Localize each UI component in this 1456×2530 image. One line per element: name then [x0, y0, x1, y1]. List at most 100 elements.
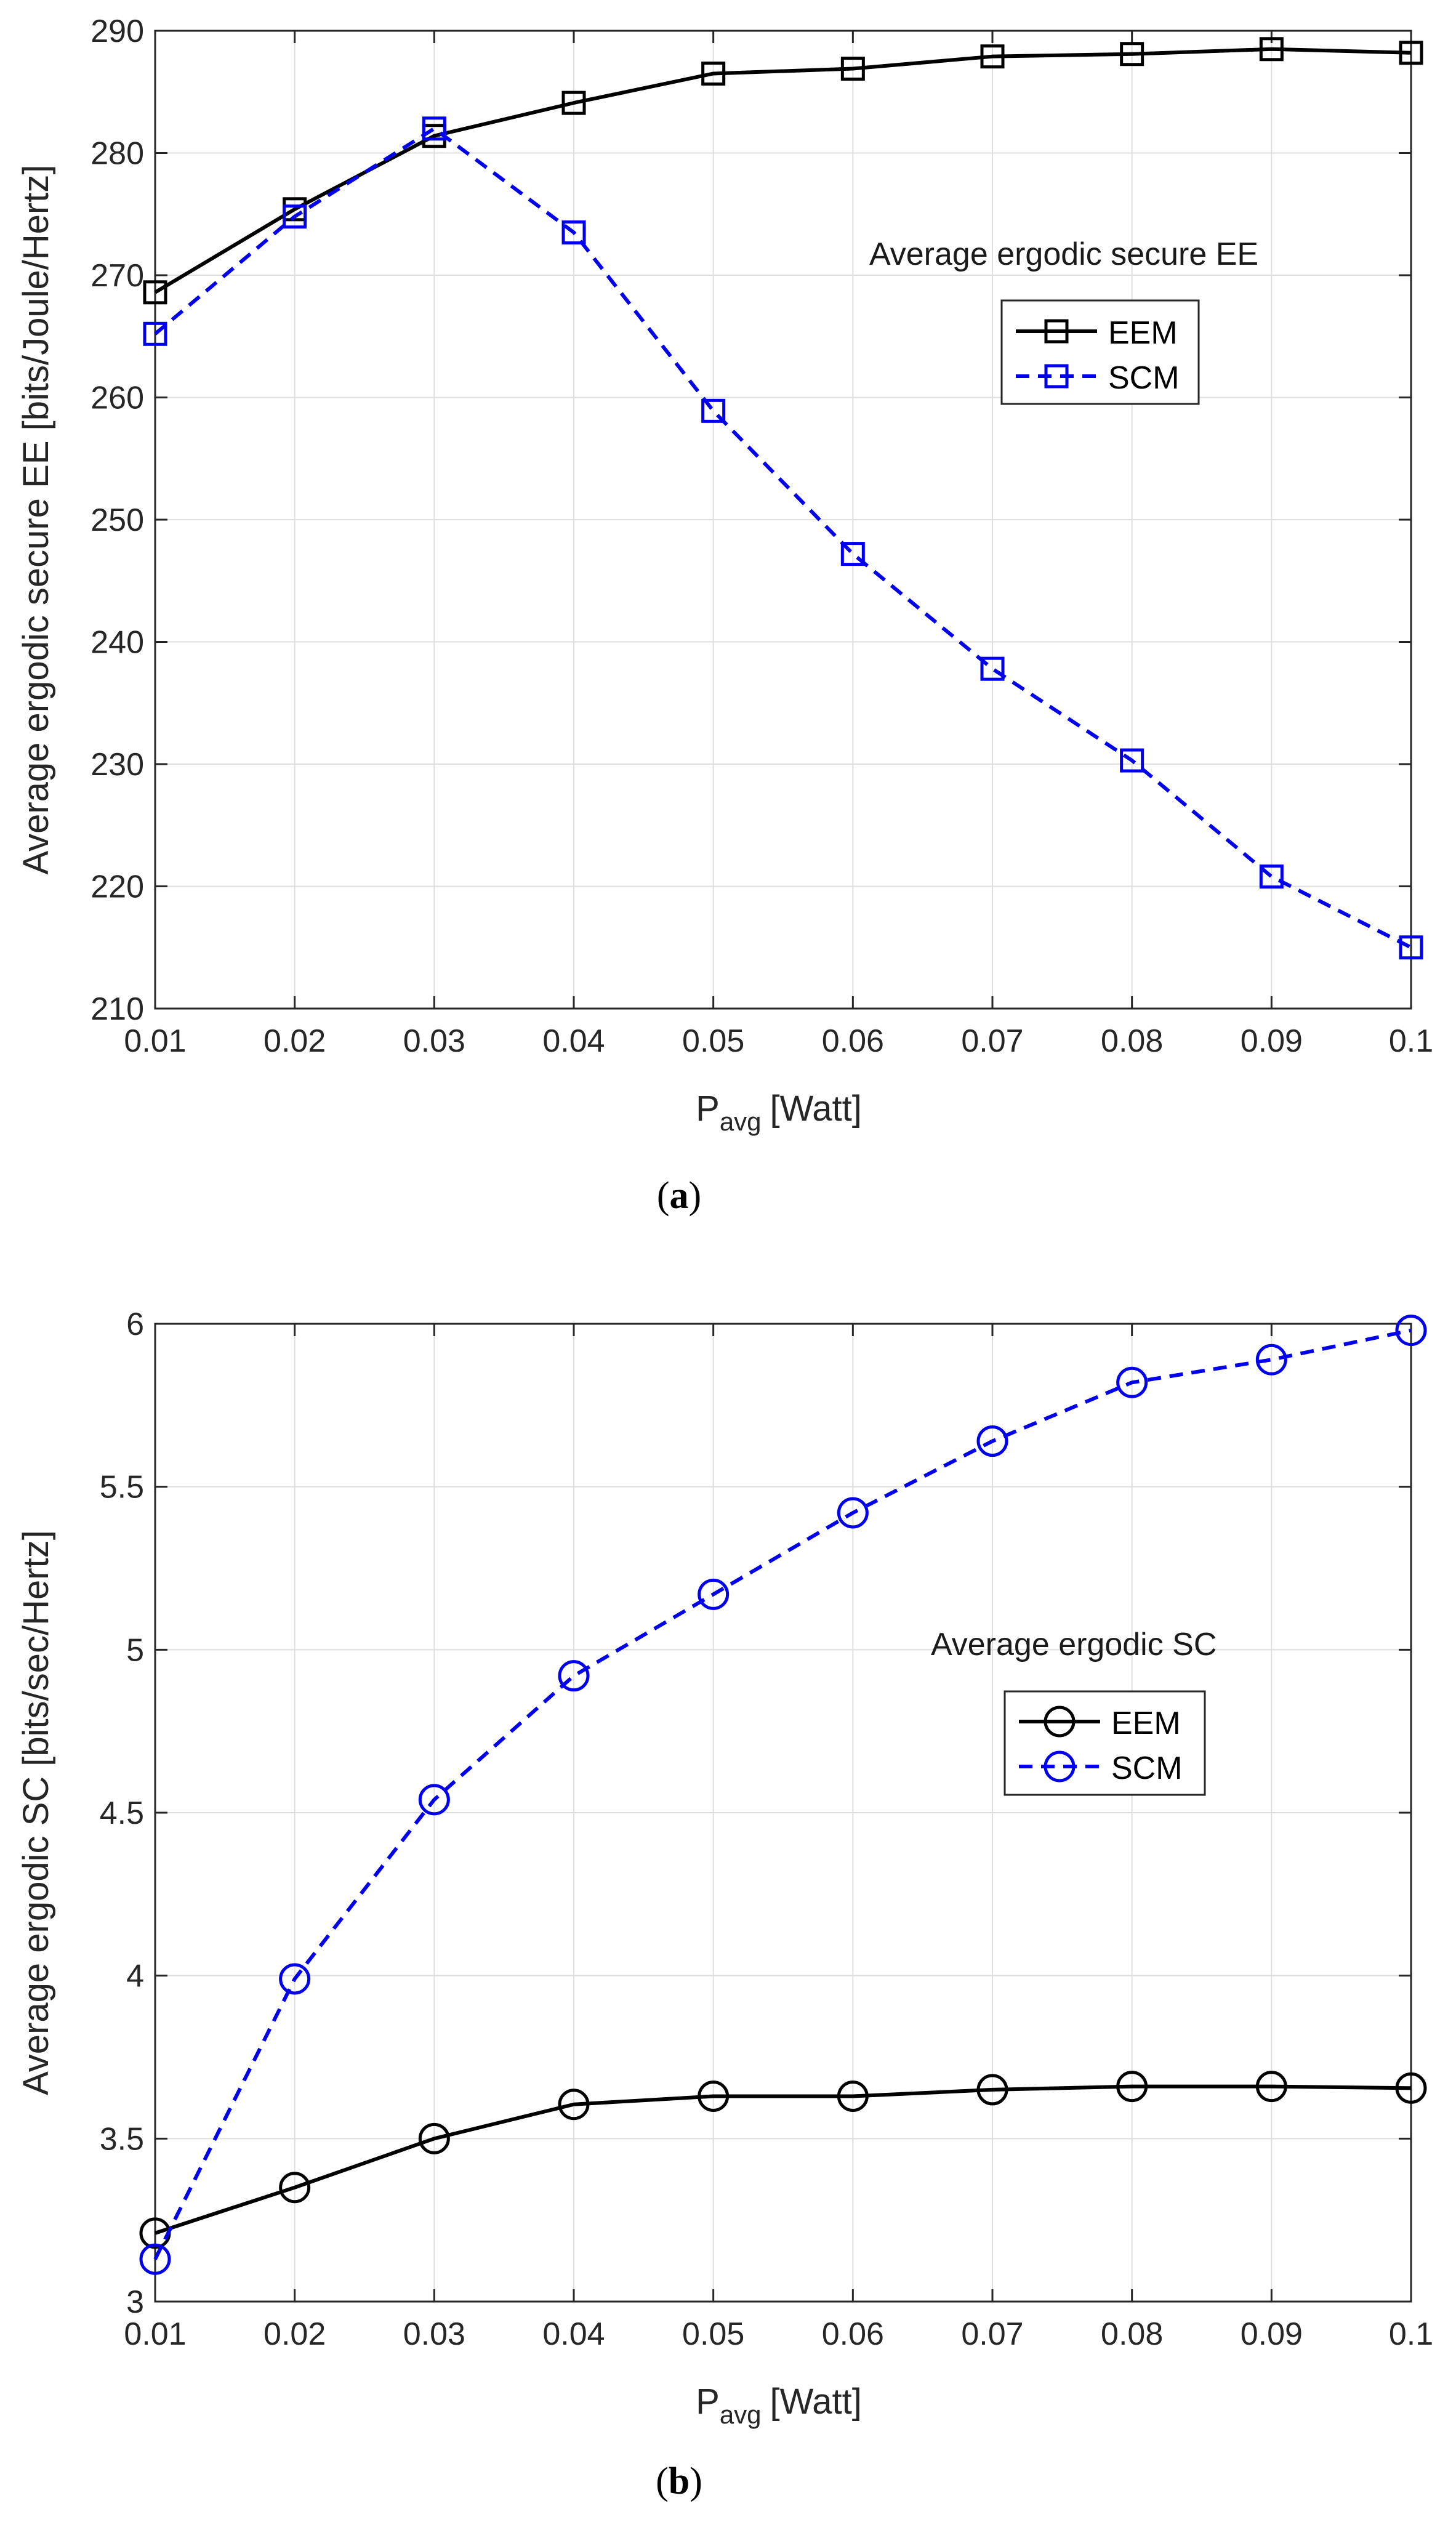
chart-b-point-scm: [279, 1963, 311, 1995]
chart-b-point-eem: [1395, 2072, 1427, 2104]
chart-a-xtick-label: 0.02: [263, 1023, 326, 1059]
caption-a-close: ): [689, 1175, 702, 1217]
chart-a-series-scm-line: [154, 126, 1412, 949]
chart-a-point-eem: [701, 61, 726, 86]
chart-a-point-scm: [1259, 864, 1284, 889]
chart-b-point-eem: [279, 2172, 311, 2204]
legend-b: EEM SCM: [1004, 1690, 1206, 1796]
xlabel-b: Pavg [Watt]: [696, 2382, 862, 2429]
chart-a-point-scm: [283, 204, 307, 229]
legend-a-scm-marker: [1044, 364, 1069, 389]
chart-a-point-scm: [143, 321, 167, 346]
legend-b-scm-label: SCM: [1111, 1750, 1183, 1786]
chart-b-point-scm: [976, 1425, 1008, 1457]
chart-a-point-scm: [701, 398, 726, 423]
chart-b-ytick-label: 5.5: [100, 1470, 144, 1505]
chart-a-ytick-label: 210: [90, 991, 144, 1027]
chart-a-point-eem: [1399, 41, 1423, 65]
caption-a: (a): [657, 1175, 701, 1217]
chart-b-series-eem-line: [155, 2084, 1412, 2235]
chart-b-point-scm: [1116, 1366, 1148, 1398]
chart-b-ytick-label: 6: [126, 1307, 144, 1342]
chart-b-point-eem: [1255, 2071, 1287, 2103]
chart-a-point-eem: [1259, 37, 1284, 62]
chart-b-xtick-label: 0.08: [1101, 2316, 1163, 2352]
chart-b-point-eem: [1116, 2071, 1148, 2103]
ylabel-a: Average ergodic secure EE [bits/Joule/He…: [16, 164, 56, 874]
legend-a-eem-label: EEM: [1108, 315, 1178, 351]
chart-a-xtick-label: 0.08: [1101, 1023, 1163, 1059]
chart-a-point-scm: [422, 116, 446, 141]
chart-a-ytick-label: 230: [90, 747, 144, 783]
chart-b-point-eem: [698, 2081, 730, 2113]
chart-a-ytick-label: 270: [90, 258, 144, 294]
chart-b-xtick-label: 0.09: [1241, 2316, 1303, 2352]
chart-a-ytick-label: 290: [90, 14, 144, 49]
xlabel-a-main: P: [696, 1089, 720, 1129]
chart-b-point-scm: [1395, 1315, 1427, 1347]
chart-a-xtick-label: 0.06: [822, 1023, 884, 1059]
xlabel-b-sub: avg: [720, 2400, 762, 2429]
chart-a-ytick-label: 240: [90, 625, 144, 661]
chart-b-point-scm: [139, 2243, 171, 2275]
chart-b-xtick-label: 0.1: [1389, 2316, 1433, 2352]
chart-b-point-scm: [698, 1578, 730, 1610]
legend-b-eem-label: EEM: [1111, 1706, 1181, 1741]
legend-a-box: [1000, 299, 1200, 405]
chart-a-series-eem-line: [154, 47, 1412, 294]
annotation-a: Average ergodic secure EE: [869, 236, 1258, 272]
annotation-b: Average ergodic SC: [931, 1627, 1217, 1662]
chart-b-xtick-label: 0.05: [682, 2316, 744, 2352]
series-b: [139, 1315, 1427, 2275]
xlabel-a-unit: [Watt]: [770, 1089, 862, 1129]
legend-a-scm-label: SCM: [1108, 360, 1180, 396]
caption-a-letter: a: [670, 1175, 689, 1217]
caption-b: (b): [656, 2460, 702, 2502]
caption-b-close: ): [690, 2460, 702, 2502]
caption-b-open: (: [656, 2460, 669, 2502]
chart-b-xtick-label: 0.06: [822, 2316, 884, 2352]
chart-a-xtick-label: 0.04: [542, 1023, 605, 1059]
chart-panel-b: 0.01 0.02 0.03 0.04 0.05 0.06 0.07 0.08 0.09 0.1 3…: [16, 1307, 1433, 2429]
chart-b-point-eem: [837, 2081, 869, 2113]
chart-b-point-scm: [418, 1784, 450, 1816]
chart-b-xtick-label: 0.01: [124, 2316, 186, 2352]
chart-b-xtick-label: 0.07: [961, 2316, 1023, 2352]
chart-a-xtick-label: 0.07: [961, 1023, 1023, 1059]
caption-a-open: (: [657, 1175, 670, 1217]
chart-b-point-scm: [1255, 1344, 1287, 1376]
legend-b-box: [1004, 1690, 1206, 1796]
legend-b-scm-marker: [1044, 1750, 1076, 1783]
xlabel-a: Pavg [Watt]: [696, 1089, 862, 1136]
chart-a-xtick-label: 0.01: [124, 1023, 186, 1059]
chart-b-ytick-label: 3.5: [100, 2121, 144, 2157]
chart-a-point-scm: [1399, 935, 1423, 960]
legend-b-eem-marker: [1044, 1706, 1076, 1738]
chart-b-point-eem: [558, 2089, 590, 2121]
chart-b-ytick-label: 3: [126, 2284, 144, 2320]
chart-a-point-scm: [840, 542, 865, 566]
chart-a-point-eem: [143, 280, 167, 305]
chart-a-ytick-label: 260: [90, 381, 144, 416]
xlabel-b-unit: [Watt]: [770, 2382, 862, 2422]
chart-b-xtick-label: 0.02: [263, 2316, 326, 2352]
legend-a-eem-marker: [1044, 319, 1069, 344]
chart-b-ytick-label: 4: [126, 1959, 144, 1994]
ticks-a: 0.01 0.02 0.03 0.04 0.05 0.06 0.07 0.08 0.09 0.1 2…: [90, 14, 1433, 1059]
chart-b-ytick-label: 4.5: [100, 1795, 144, 1831]
chart-b-point-eem: [418, 2122, 450, 2154]
chart-a-xtick-label: 0.03: [403, 1023, 465, 1059]
chart-a-ytick-label: 250: [90, 502, 144, 538]
chart-a-ytick-label: 280: [90, 136, 144, 172]
chart-a-point-scm: [1120, 748, 1144, 773]
ticks-b: 0.01 0.02 0.03 0.04 0.05 0.06 0.07 0.08 0.09 0.1 3…: [100, 1307, 1433, 2352]
chart-a-point-scm: [561, 220, 586, 245]
chart-a-xtick-label: 0.1: [1389, 1023, 1433, 1059]
chart-b-point-scm: [837, 1497, 869, 1529]
chart-b-point-eem: [976, 2074, 1008, 2106]
caption-b-letter: b: [669, 2460, 690, 2502]
chart-a-point-eem: [1120, 42, 1144, 66]
ylabel-b: Average ergodic SC [bits/sec/Hertz]: [16, 1530, 56, 2095]
series-a: [143, 37, 1423, 960]
